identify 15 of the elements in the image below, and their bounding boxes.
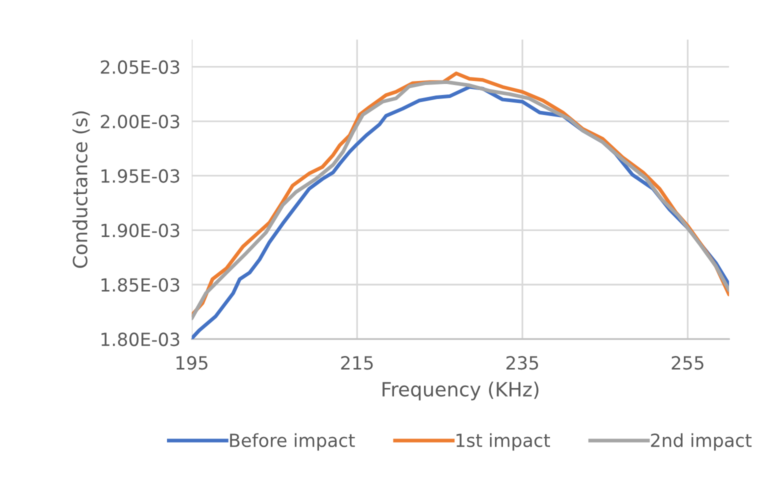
x-tick-label: 255 — [672, 356, 704, 370]
x-tick-label: 195 — [176, 356, 208, 370]
legend-label: 2nd impact — [651, 433, 752, 451]
x-axis-title: Frequency (KHz) — [382, 382, 538, 400]
y-tick-label: 2.05E-03 — [100, 60, 180, 74]
y-tick-label: 1.85E-03 — [102, 278, 180, 292]
legend-label: 1st impact — [456, 433, 550, 451]
x-tick-label: 235 — [506, 356, 538, 370]
y-tick-label: 1.90E-03 — [102, 224, 180, 238]
x-tick-label: 215 — [341, 356, 373, 370]
y-tick-label: 1.95E-03 — [102, 169, 180, 183]
y-tick-label: 1.80E-03 — [102, 332, 180, 346]
y-tick-label: 2.00E-03 — [100, 114, 180, 128]
y-axis-title: Conductance (s) — [72, 111, 90, 268]
legend-label: Before impact — [230, 433, 355, 451]
